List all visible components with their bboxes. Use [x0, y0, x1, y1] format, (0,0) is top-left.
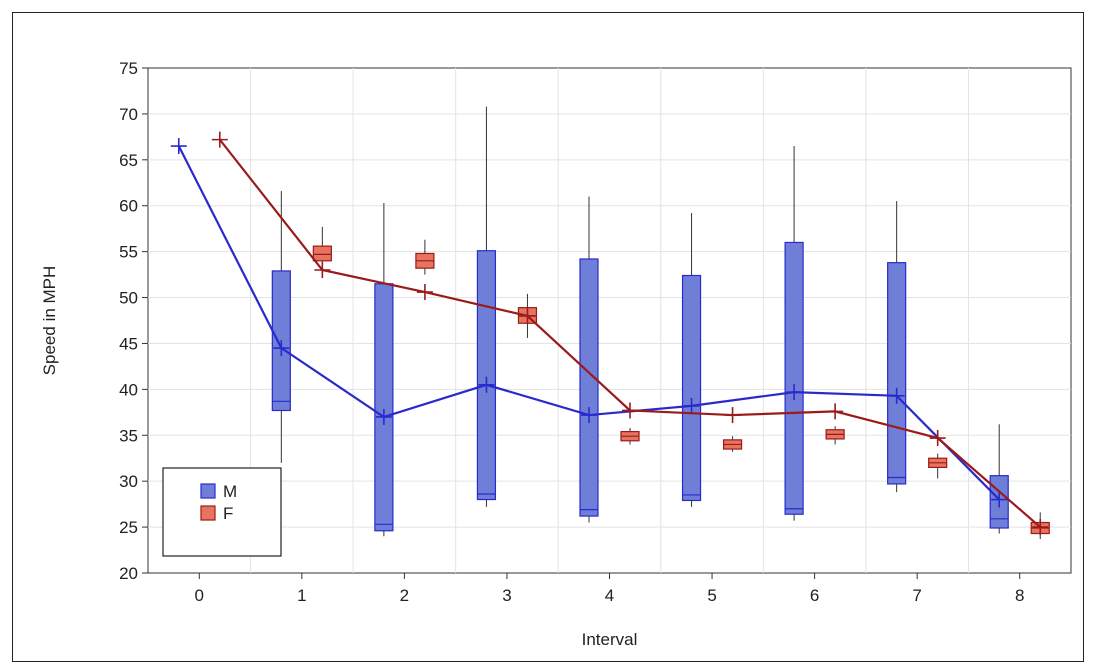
x-tick-label: 4: [605, 586, 614, 605]
y-tick-label: 70: [119, 105, 138, 124]
y-tick-label: 75: [119, 59, 138, 78]
y-axis: 20 25 30 35 40 45 50 55 60 65 70 75: [119, 59, 148, 583]
legend-label-f: F: [223, 504, 233, 523]
y-tick-label: 55: [119, 243, 138, 262]
x-tick-label: 3: [502, 586, 511, 605]
legend-swatch-m: [200, 483, 216, 499]
x-tick-label: 6: [810, 586, 819, 605]
x-tick-label: 8: [1015, 586, 1024, 605]
plot-area: [147, 67, 1072, 574]
x-tick-label: 5: [707, 586, 716, 605]
box-m: [887, 262, 907, 485]
legend-label-m: M: [223, 482, 237, 501]
y-tick-label: 40: [119, 380, 138, 399]
box-m: [784, 241, 804, 515]
legend-swatch-f: [200, 505, 216, 521]
y-tick-label: 65: [119, 151, 138, 170]
x-tick-label: 0: [195, 586, 204, 605]
y-tick-label: 35: [119, 426, 138, 445]
box-m: [579, 258, 599, 517]
box-f: [312, 245, 332, 262]
x-tick-label: 1: [297, 586, 306, 605]
y-tick-label: 25: [119, 518, 138, 537]
y-tick-label: 45: [119, 334, 138, 353]
x-axis-title: Interval: [582, 630, 638, 649]
y-tick-label: 20: [119, 564, 138, 583]
box-m: [681, 274, 702, 502]
x-tick-label: 7: [912, 586, 921, 605]
y-tick-label: 60: [119, 197, 138, 216]
x-axis: 0 1 2 3 4 5 6 7 8: [195, 573, 1024, 605]
y-axis-title: Speed in MPH: [40, 266, 59, 376]
legend-box: [162, 467, 282, 557]
box-m: [476, 250, 497, 501]
y-tick-label: 50: [119, 289, 138, 308]
legend: M F: [162, 467, 282, 557]
x-tick-label: 2: [400, 586, 409, 605]
y-tick-label: 30: [119, 472, 138, 491]
box-m: [374, 283, 394, 532]
mean-lines: [170, 131, 1049, 536]
